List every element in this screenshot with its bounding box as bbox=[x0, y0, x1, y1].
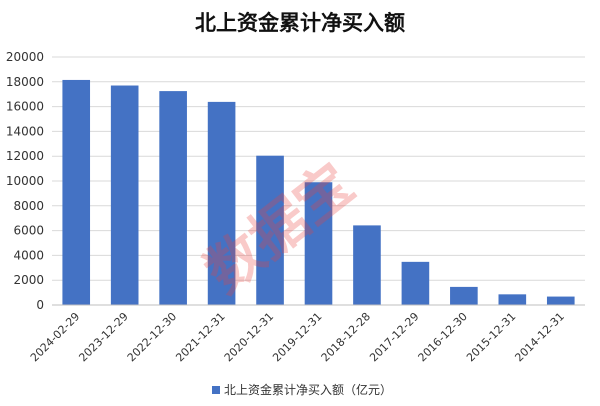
x-tick-label: 2022-12-30 bbox=[125, 310, 179, 364]
x-tick-label: 2020-12-31 bbox=[222, 310, 276, 364]
bar-2014-12-31 bbox=[546, 296, 575, 305]
x-tick-label: 2023-12-29 bbox=[76, 310, 130, 364]
legend-swatch bbox=[212, 386, 220, 394]
y-tick-label: 18000 bbox=[6, 75, 44, 89]
bar-2017-12-29 bbox=[401, 261, 430, 305]
bars bbox=[62, 79, 575, 306]
y-tick-label: 0 bbox=[36, 298, 44, 312]
y-tick-label: 2000 bbox=[13, 273, 44, 287]
legend-label: 北上资金累计净买入额（亿元） bbox=[224, 382, 392, 397]
bar-2023-12-29 bbox=[110, 85, 139, 306]
x-tick-label: 2014-12-31 bbox=[512, 310, 566, 364]
x-tick-label: 2024-02-29 bbox=[28, 310, 82, 364]
x-tick-label: 2015-12-31 bbox=[464, 310, 518, 364]
bar-2019-12-31 bbox=[304, 182, 333, 305]
chart-title: 北上资金累计净买入额 bbox=[195, 11, 405, 35]
bar-2024-02-29 bbox=[62, 79, 91, 305]
y-tick-label: 4000 bbox=[13, 248, 44, 262]
bar-2015-12-31 bbox=[498, 294, 527, 305]
x-tick-label: 2019-12-31 bbox=[270, 310, 324, 364]
legend: 北上资金累计净买入额（亿元） bbox=[212, 382, 392, 397]
gridlines bbox=[52, 56, 585, 281]
y-tick-label: 8000 bbox=[13, 199, 44, 213]
bar-2021-12-31 bbox=[207, 101, 236, 305]
y-tick-label: 6000 bbox=[13, 224, 44, 238]
x-tick-label: 2018-12-28 bbox=[319, 310, 373, 364]
y-axis-ticks: 0 2000 4000 6000 8000 10000 12000 14000 16000 180… bbox=[6, 50, 44, 312]
x-axis-ticks: 2024-02-292023-12-292022-12-302021-12-31… bbox=[28, 310, 567, 364]
x-tick-label: 2016-12-30 bbox=[416, 310, 470, 364]
y-tick-label: 10000 bbox=[6, 174, 44, 188]
y-tick-label: 16000 bbox=[6, 100, 44, 114]
bar-2022-12-30 bbox=[159, 91, 187, 305]
y-tick-label: 14000 bbox=[6, 124, 44, 138]
x-tick-label: 2021-12-31 bbox=[173, 310, 227, 364]
bar-2016-12-30 bbox=[450, 286, 478, 305]
x-tick-label: 2017-12-29 bbox=[367, 310, 421, 364]
y-tick-label: 20000 bbox=[6, 50, 44, 64]
bar-2018-12-28 bbox=[353, 225, 381, 305]
bar-2020-12-31 bbox=[256, 155, 284, 305]
y-tick-label: 12000 bbox=[6, 149, 44, 163]
